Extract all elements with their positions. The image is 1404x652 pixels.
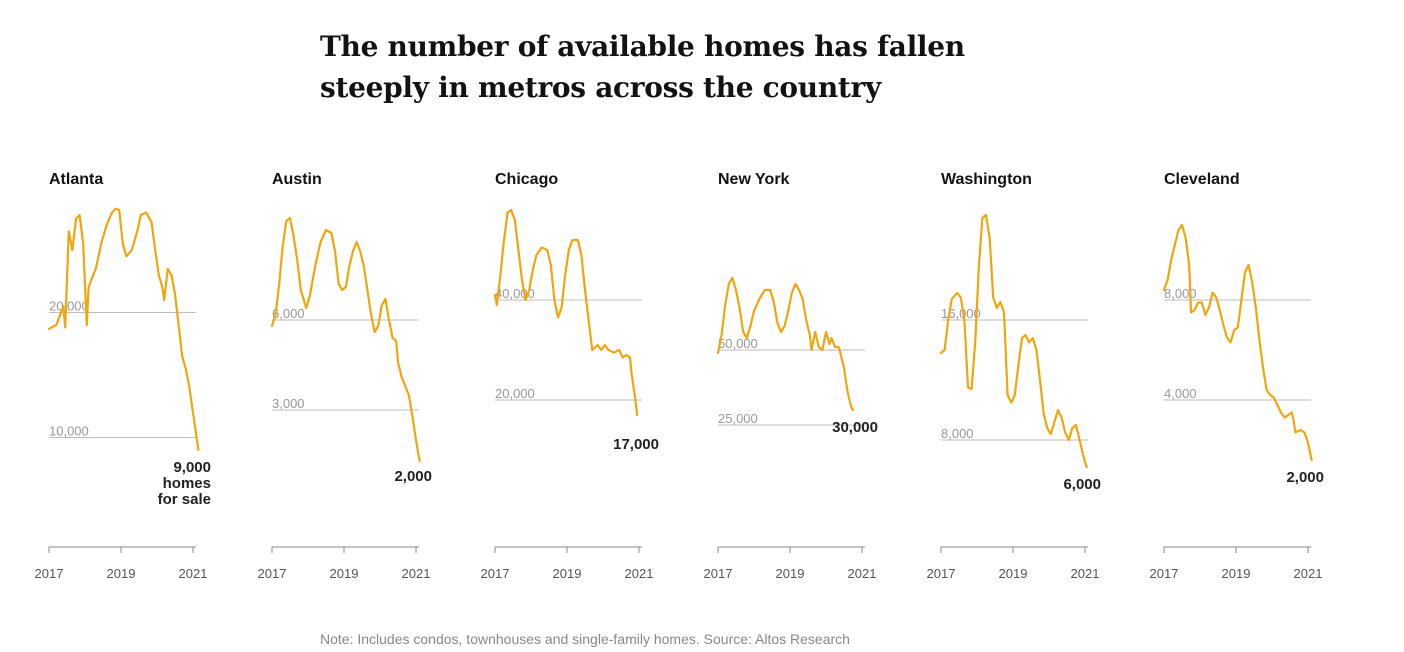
washington-y-tick-label: 8,000 <box>941 426 974 441</box>
new-york-x-tick-label: 2017 <box>704 566 733 581</box>
chicago-x-tick-label: 2021 <box>625 566 654 581</box>
austin-series-line <box>270 216 421 463</box>
new-york-x-tick-label: 2019 <box>776 566 805 581</box>
atlanta-x-tick-label: 2019 <box>107 566 136 581</box>
atlanta-end-label: 9,000 <box>173 459 211 476</box>
new-york-end-label: 30,000 <box>832 419 878 436</box>
cleveland-x-tick-label: 2017 <box>1150 566 1179 581</box>
new-york-y-tick-label: 25,000 <box>718 411 758 426</box>
chart-title: The number of available homes has fallen… <box>320 30 965 104</box>
atlanta-title: Atlanta <box>49 171 103 188</box>
cleveland-y-tick-label: 4,000 <box>1164 386 1197 401</box>
new-york-title: New York <box>718 171 790 188</box>
cleveland-x-tick-label: 2019 <box>1222 566 1251 581</box>
washington-series-line <box>939 213 1088 469</box>
atlanta-y-tick-label: 10,000 <box>49 424 89 439</box>
washington-x-tick-label: 2021 <box>1071 566 1100 581</box>
atlanta-end-label: homes <box>163 475 211 492</box>
cleveland-title: Cleveland <box>1164 171 1240 188</box>
austin-x-tick-label: 2021 <box>402 566 431 581</box>
austin-end-label: 2,000 <box>394 468 432 485</box>
atlanta-x-tick-label: 2021 <box>179 566 208 581</box>
atlanta-series-line <box>47 207 200 452</box>
new-york-y-tick-label: 50,000 <box>718 336 758 351</box>
austin-title: Austin <box>272 171 322 188</box>
chicago-end-label: 17,000 <box>613 436 659 453</box>
austin-x-tick-label: 2017 <box>258 566 287 581</box>
atlanta-end-label: for sale <box>158 491 211 508</box>
chicago-series-line <box>493 208 639 417</box>
atlanta-x-tick-label: 2017 <box>35 566 64 581</box>
cleveland-end-label: 2,000 <box>1286 469 1324 486</box>
atlanta-y-tick-label: 20,000 <box>49 299 89 314</box>
washington-x-tick-label: 2017 <box>927 566 956 581</box>
washington-x-tick-label: 2019 <box>999 566 1028 581</box>
cleveland-x-tick-label: 2021 <box>1294 566 1323 581</box>
austin-y-tick-label: 6,000 <box>272 306 305 321</box>
cleveland-series-line <box>1162 223 1313 462</box>
washington-title: Washington <box>941 171 1032 188</box>
washington-y-tick-label: 16,000 <box>941 306 981 321</box>
chicago-x-tick-label: 2019 <box>553 566 582 581</box>
cleveland-y-tick-label: 8,000 <box>1164 286 1197 301</box>
source-note: Note: Includes condos, townhouses and si… <box>320 631 850 647</box>
chicago-x-tick-label: 2017 <box>481 566 510 581</box>
chicago-title: Chicago <box>495 171 558 188</box>
new-york-x-tick-label: 2021 <box>848 566 877 581</box>
new-york-series-line <box>716 276 855 412</box>
austin-x-tick-label: 2019 <box>330 566 359 581</box>
chicago-y-tick-label: 20,000 <box>495 386 535 401</box>
washington-end-label: 6,000 <box>1063 476 1101 493</box>
austin-y-tick-label: 3,000 <box>272 396 305 411</box>
